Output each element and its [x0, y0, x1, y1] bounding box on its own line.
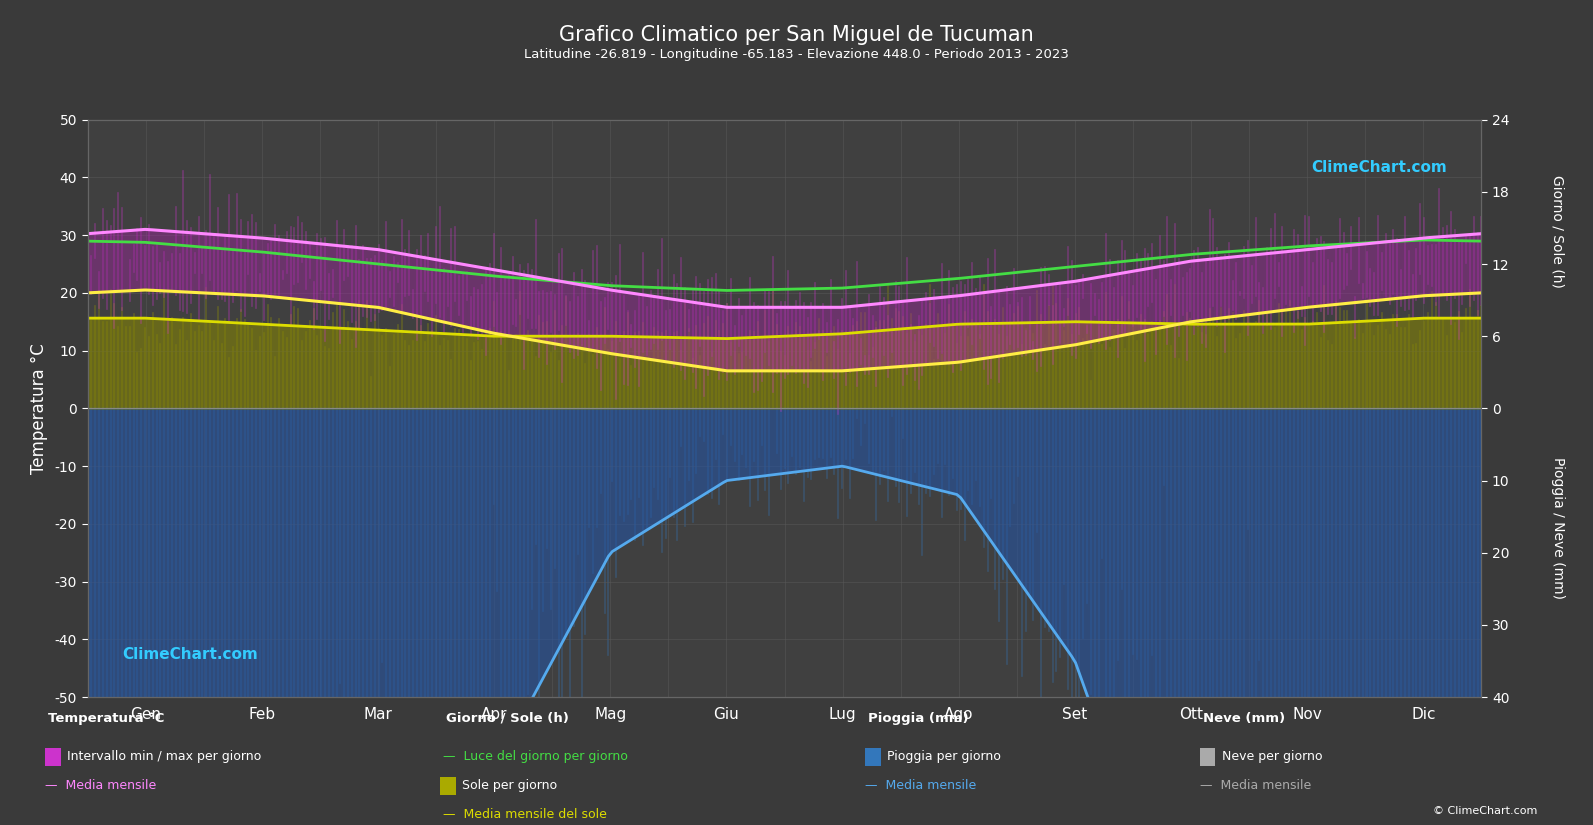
- Text: Giorno / Sole (h): Giorno / Sole (h): [446, 712, 569, 725]
- Text: ClimeChart.com: ClimeChart.com: [123, 648, 258, 662]
- Text: Neve per giorno: Neve per giorno: [1222, 750, 1322, 763]
- Text: Grafico Climatico per San Miguel de Tucuman: Grafico Climatico per San Miguel de Tucu…: [559, 25, 1034, 45]
- Text: Latitudine -26.819 - Longitudine -65.183 - Elevazione 448.0 - Periodo 2013 - 202: Latitudine -26.819 - Longitudine -65.183…: [524, 48, 1069, 61]
- Text: Pioggia (mm): Pioggia (mm): [868, 712, 969, 725]
- Text: —  Media mensile del sole: — Media mensile del sole: [443, 808, 607, 821]
- Text: —  Media mensile: — Media mensile: [1200, 779, 1311, 792]
- Text: © ClimeChart.com: © ClimeChart.com: [1432, 806, 1537, 816]
- Text: Pioggia per giorno: Pioggia per giorno: [887, 750, 1000, 763]
- Text: Intervallo min / max per giorno: Intervallo min / max per giorno: [67, 750, 261, 763]
- Text: Sole per giorno: Sole per giorno: [462, 779, 558, 792]
- Text: Pioggia / Neve (mm): Pioggia / Neve (mm): [1552, 457, 1564, 599]
- Text: ClimeChart.com: ClimeChart.com: [1311, 160, 1446, 175]
- Y-axis label: Temperatura °C: Temperatura °C: [30, 343, 48, 474]
- Text: —  Media mensile: — Media mensile: [865, 779, 977, 792]
- Text: Giorno / Sole (h): Giorno / Sole (h): [1552, 175, 1564, 287]
- Text: Neve (mm): Neve (mm): [1203, 712, 1286, 725]
- Text: Temperatura °C: Temperatura °C: [48, 712, 164, 725]
- Text: —  Media mensile: — Media mensile: [45, 779, 156, 792]
- Text: —  Luce del giorno per giorno: — Luce del giorno per giorno: [443, 750, 628, 763]
